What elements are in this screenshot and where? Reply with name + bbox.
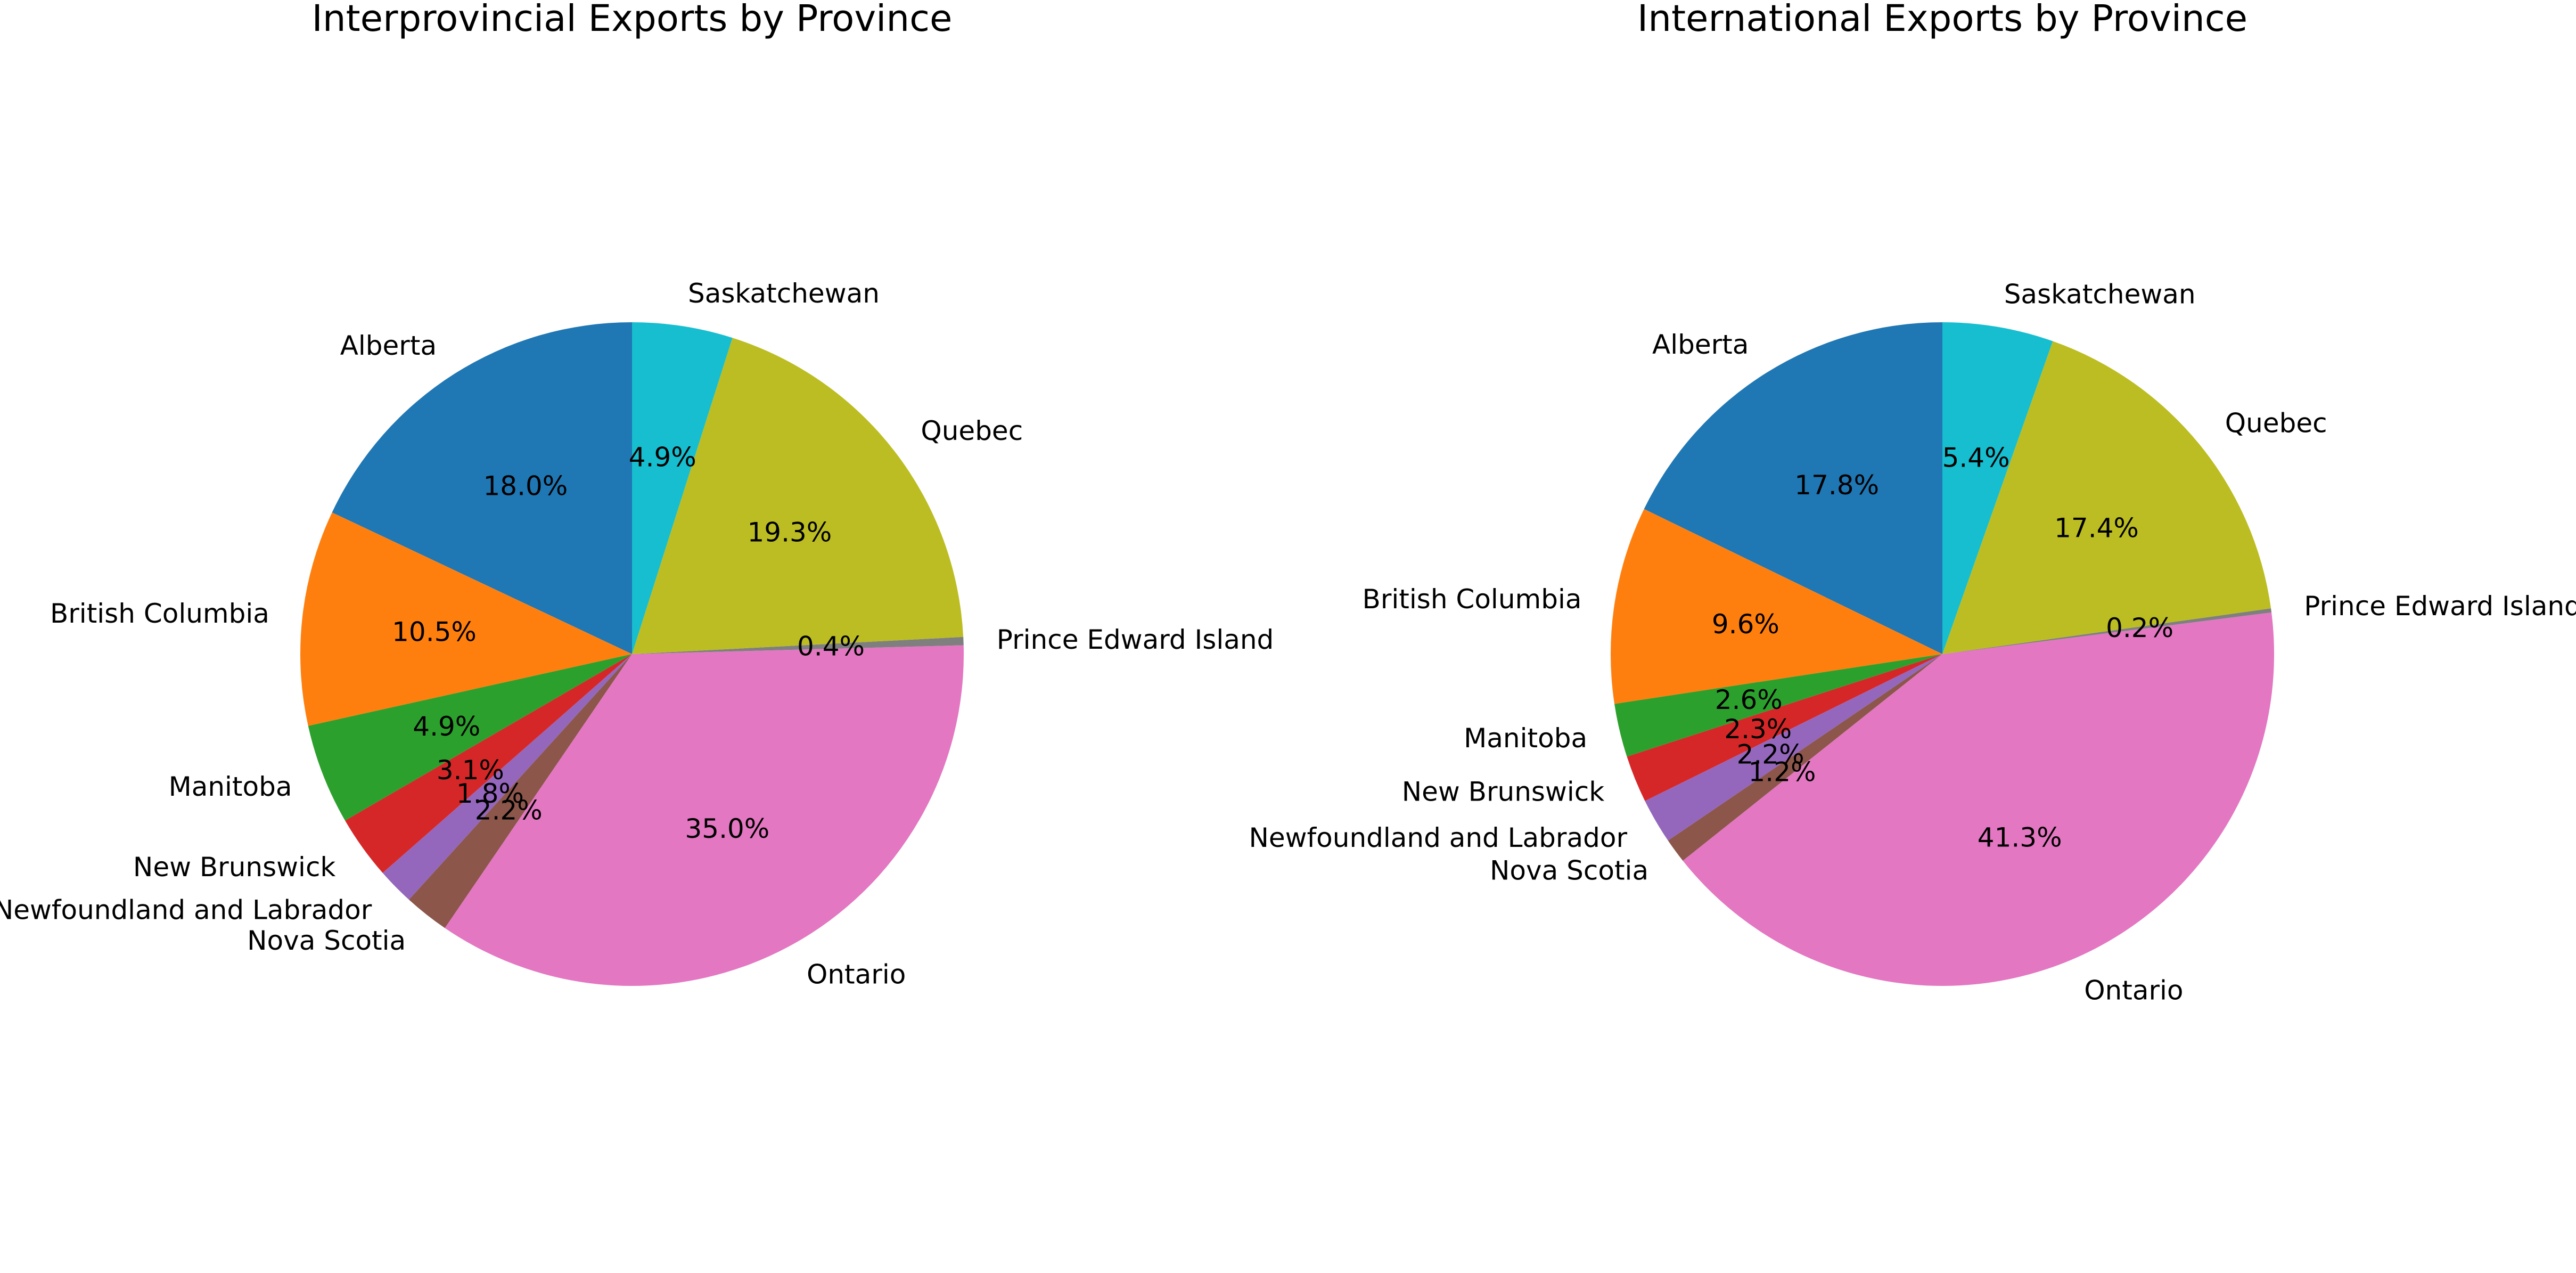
pct-label-alberta: 17.8% <box>1794 470 1879 501</box>
slice-label-ontario: Ontario <box>807 959 906 990</box>
pct-label-ontario: 35.0% <box>685 813 769 844</box>
pct-label-newfoundland-and-labrador: 1.8% <box>456 778 524 809</box>
slice-label-alberta: Alberta <box>1652 329 1749 360</box>
pie-slice-new-brunswick <box>345 654 632 873</box>
slice-label-manitoba: Manitoba <box>169 771 292 802</box>
pie-slice-quebec <box>632 338 964 654</box>
pie-slice-alberta <box>1644 322 1942 654</box>
pct-label-saskatchewan: 5.4% <box>1942 443 2010 474</box>
slice-label-ontario: Ontario <box>2084 975 2183 1006</box>
pie-slice-saskatchewan <box>1942 322 2053 654</box>
slice-label-prince-edward-island: Prince Edward Island <box>997 624 1274 655</box>
pie-slice-quebec <box>1942 341 2271 654</box>
slice-label-quebec: Quebec <box>2225 408 2327 439</box>
slice-label-nova-scotia: Nova Scotia <box>247 925 406 956</box>
slice-label-new-brunswick: New Brunswick <box>133 852 336 883</box>
pct-label-quebec: 19.3% <box>747 517 832 548</box>
slice-label-new-brunswick: New Brunswick <box>1402 776 1605 807</box>
pie-slice-manitoba <box>308 654 632 821</box>
slice-label-british-columbia: British Columbia <box>50 598 269 629</box>
pct-label-alberta: 18.0% <box>483 470 568 501</box>
pct-label-new-brunswick: 3.1% <box>437 755 504 786</box>
pct-label-quebec: 17.4% <box>2054 513 2139 544</box>
pct-label-nova-scotia: 2.2% <box>475 795 543 826</box>
pie-slice-manitoba <box>1614 654 1942 757</box>
pie-slice-prince-edward-island <box>1942 608 2272 654</box>
pie-slices <box>1611 322 2275 986</box>
pie-chart-international: International Exports by Province Albert… <box>1249 0 2576 1006</box>
slice-label-manitoba: Manitoba <box>1464 723 1587 754</box>
pie-slice-ontario <box>1683 612 2275 986</box>
pct-label-new-brunswick: 2.3% <box>1724 714 1792 745</box>
slice-label-quebec: Quebec <box>921 415 1023 446</box>
pct-label-british-columbia: 10.5% <box>392 616 477 647</box>
pie-slices <box>300 322 964 986</box>
chart-title: International Exports by Province <box>1637 0 2247 40</box>
slice-label-newfoundland-and-labrador: Newfoundland and Labrador <box>0 894 372 925</box>
pct-label-ontario: 41.3% <box>1978 822 2062 853</box>
pie-labels: Alberta 17.8% British Columbia 9.6% Manitoba… <box>1249 279 2576 1006</box>
pct-label-british-columbia: 9.6% <box>1712 609 1779 640</box>
pie-slice-british-columbia <box>300 512 632 726</box>
pie-slice-newfoundland-and-labrador <box>1645 654 1942 841</box>
slice-label-alberta: Alberta <box>340 330 437 361</box>
slice-label-saskatchewan: Saskatchewan <box>688 278 880 309</box>
pie-slice-prince-edward-island <box>632 636 964 654</box>
slice-label-british-columbia: British Columbia <box>1363 584 1582 615</box>
pie-slice-nova-scotia <box>409 654 632 928</box>
pct-label-newfoundland-and-labrador: 2.2% <box>1737 739 1804 770</box>
pie-slice-british-columbia <box>1611 509 1942 704</box>
pct-label-nova-scotia: 1.2% <box>1748 757 1816 788</box>
pie-slice-nova-scotia <box>1668 654 1942 861</box>
pct-label-manitoba: 2.6% <box>1715 684 1783 715</box>
slice-label-nova-scotia: Nova Scotia <box>1490 855 1648 886</box>
pie-slice-alberta <box>332 322 632 654</box>
slice-label-saskatchewan: Saskatchewan <box>2004 279 2196 310</box>
pie-slice-saskatchewan <box>632 322 733 654</box>
pie-chart-interprovincial: Interprovincial Exports by Province Albe… <box>0 0 1274 990</box>
pie-slice-new-brunswick <box>1627 654 1942 801</box>
pie-slice-ontario <box>445 645 964 986</box>
pie-labels: Alberta 18.0% British Columbia 10.5% Manitob… <box>0 278 1274 990</box>
pct-label-prince-edward-island: 0.2% <box>2106 613 2173 643</box>
slice-label-prince-edward-island: Prince Edward Island <box>2304 591 2576 622</box>
pct-label-prince-edward-island: 0.4% <box>797 631 865 662</box>
pie-slice-newfoundland-and-labrador <box>382 654 632 900</box>
pct-label-manitoba: 4.9% <box>413 711 480 742</box>
pct-label-saskatchewan: 4.9% <box>629 442 696 473</box>
slice-label-newfoundland-and-labrador: Newfoundland and Labrador <box>1249 822 1628 853</box>
chart-title: Interprovincial Exports by Province <box>312 0 953 40</box>
